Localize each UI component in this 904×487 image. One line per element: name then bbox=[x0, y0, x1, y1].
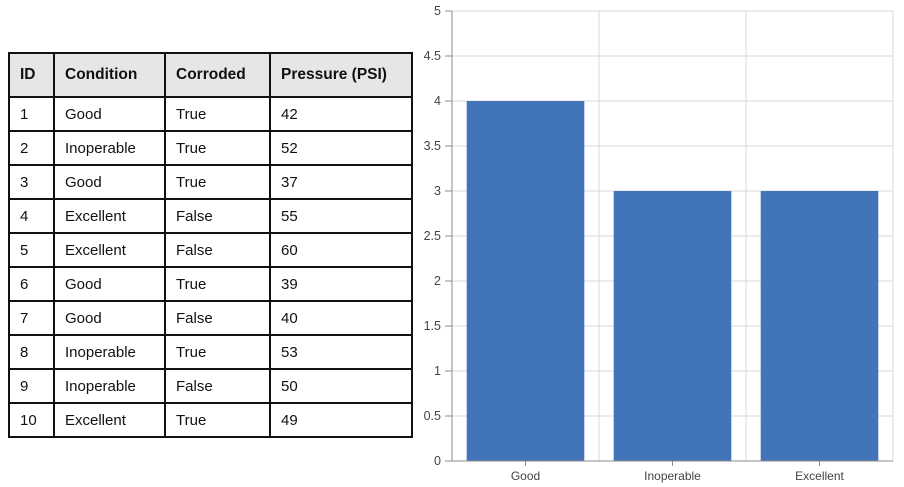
table-cell: 60 bbox=[269, 232, 413, 268]
bar-chart-svg: 0 0.5 1 1.5 2 2.5 3 3.5 4 4.5 5 Good Inoperable Excel… bbox=[424, 4, 894, 483]
y-tick-label: 3 bbox=[434, 184, 441, 198]
bar-good bbox=[466, 101, 585, 461]
table-cell: Good bbox=[53, 96, 166, 132]
table-row: 4 Excellent False 55 bbox=[8, 198, 413, 234]
table-cell: Excellent bbox=[53, 402, 166, 438]
column-header-corroded: Corroded bbox=[164, 52, 271, 98]
table-cell: False bbox=[164, 368, 271, 404]
table-cell: 55 bbox=[269, 198, 413, 234]
y-tick-label: 1.5 bbox=[424, 319, 441, 333]
y-tick-label: 5 bbox=[434, 4, 441, 18]
table-cell: True bbox=[164, 96, 271, 132]
table-cell: Excellent bbox=[53, 232, 166, 268]
table-cell: False bbox=[164, 198, 271, 234]
table-cell: 2 bbox=[8, 130, 55, 166]
table-cell: Inoperable bbox=[53, 368, 166, 404]
table-row: 9 Inoperable False 50 bbox=[8, 368, 413, 404]
bar-inoperable bbox=[613, 191, 732, 461]
data-table: ID Condition Corroded Pressure (PSI) 1 Good T… bbox=[8, 52, 413, 438]
y-tick-label: 1 bbox=[434, 364, 441, 378]
table-cell: Inoperable bbox=[53, 334, 166, 370]
y-tick-label: 4.5 bbox=[424, 49, 441, 63]
table-cell: 52 bbox=[269, 130, 413, 166]
table-row: 3 Good True 37 bbox=[8, 164, 413, 200]
column-header-pressure-psi: Pressure (PSI) bbox=[269, 52, 413, 98]
table-cell: True bbox=[164, 334, 271, 370]
table-cell: 53 bbox=[269, 334, 413, 370]
y-tick-label: 3.5 bbox=[424, 139, 441, 153]
table-cell: Good bbox=[53, 300, 166, 336]
x-tick-label: Good bbox=[511, 469, 540, 483]
y-tick-label: 0.5 bbox=[424, 409, 441, 423]
table-cell: 40 bbox=[269, 300, 413, 336]
table-cell: 8 bbox=[8, 334, 55, 370]
table-row: 1 Good True 42 bbox=[8, 96, 413, 132]
x-tick-label: Excellent bbox=[795, 469, 844, 483]
table-cell: Good bbox=[53, 164, 166, 200]
table-row: 10 Excellent True 49 bbox=[8, 402, 413, 438]
table-cell: True bbox=[164, 130, 271, 166]
table-cell: False bbox=[164, 232, 271, 268]
table-cell: 5 bbox=[8, 232, 55, 268]
column-header-id: ID bbox=[8, 52, 55, 98]
table-cell: 50 bbox=[269, 368, 413, 404]
table-body: 1 Good True 42 2 Inoperable True 52 3 Good True 37 4… bbox=[8, 96, 413, 438]
bar-chart: 0 0.5 1 1.5 2 2.5 3 3.5 4 4.5 5 Good Inoperable Excel… bbox=[420, 0, 904, 487]
table-cell: False bbox=[164, 300, 271, 336]
table-cell: 3 bbox=[8, 164, 55, 200]
table-row: 2 Inoperable True 52 bbox=[8, 130, 413, 166]
table-row: 7 Good False 40 bbox=[8, 300, 413, 336]
table-cell: 39 bbox=[269, 266, 413, 302]
table-row: 6 Good True 39 bbox=[8, 266, 413, 302]
table-row: 5 Excellent False 60 bbox=[8, 232, 413, 268]
table-cell: 6 bbox=[8, 266, 55, 302]
y-tick-label: 0 bbox=[434, 454, 441, 468]
table-cell: True bbox=[164, 164, 271, 200]
table-header-row: ID Condition Corroded Pressure (PSI) bbox=[8, 52, 413, 98]
table-cell: True bbox=[164, 402, 271, 438]
table-cell: 10 bbox=[8, 402, 55, 438]
table-cell: 7 bbox=[8, 300, 55, 336]
y-tick-label: 2.5 bbox=[424, 229, 441, 243]
table-cell: True bbox=[164, 266, 271, 302]
table-cell: 4 bbox=[8, 198, 55, 234]
column-header-condition: Condition bbox=[53, 52, 166, 98]
x-tick-label: Inoperable bbox=[644, 469, 701, 483]
table-cell: 9 bbox=[8, 368, 55, 404]
table-row: 8 Inoperable True 53 bbox=[8, 334, 413, 370]
table-cell: Good bbox=[53, 266, 166, 302]
bar-excellent bbox=[760, 191, 879, 461]
table-cell: 1 bbox=[8, 96, 55, 132]
table-cell: 37 bbox=[269, 164, 413, 200]
table-cell: 42 bbox=[269, 96, 413, 132]
table-cell: 49 bbox=[269, 402, 413, 438]
table-cell: Inoperable bbox=[53, 130, 166, 166]
y-tick-label: 4 bbox=[434, 94, 441, 108]
y-tick-label: 2 bbox=[434, 274, 441, 288]
table-cell: Excellent bbox=[53, 198, 166, 234]
